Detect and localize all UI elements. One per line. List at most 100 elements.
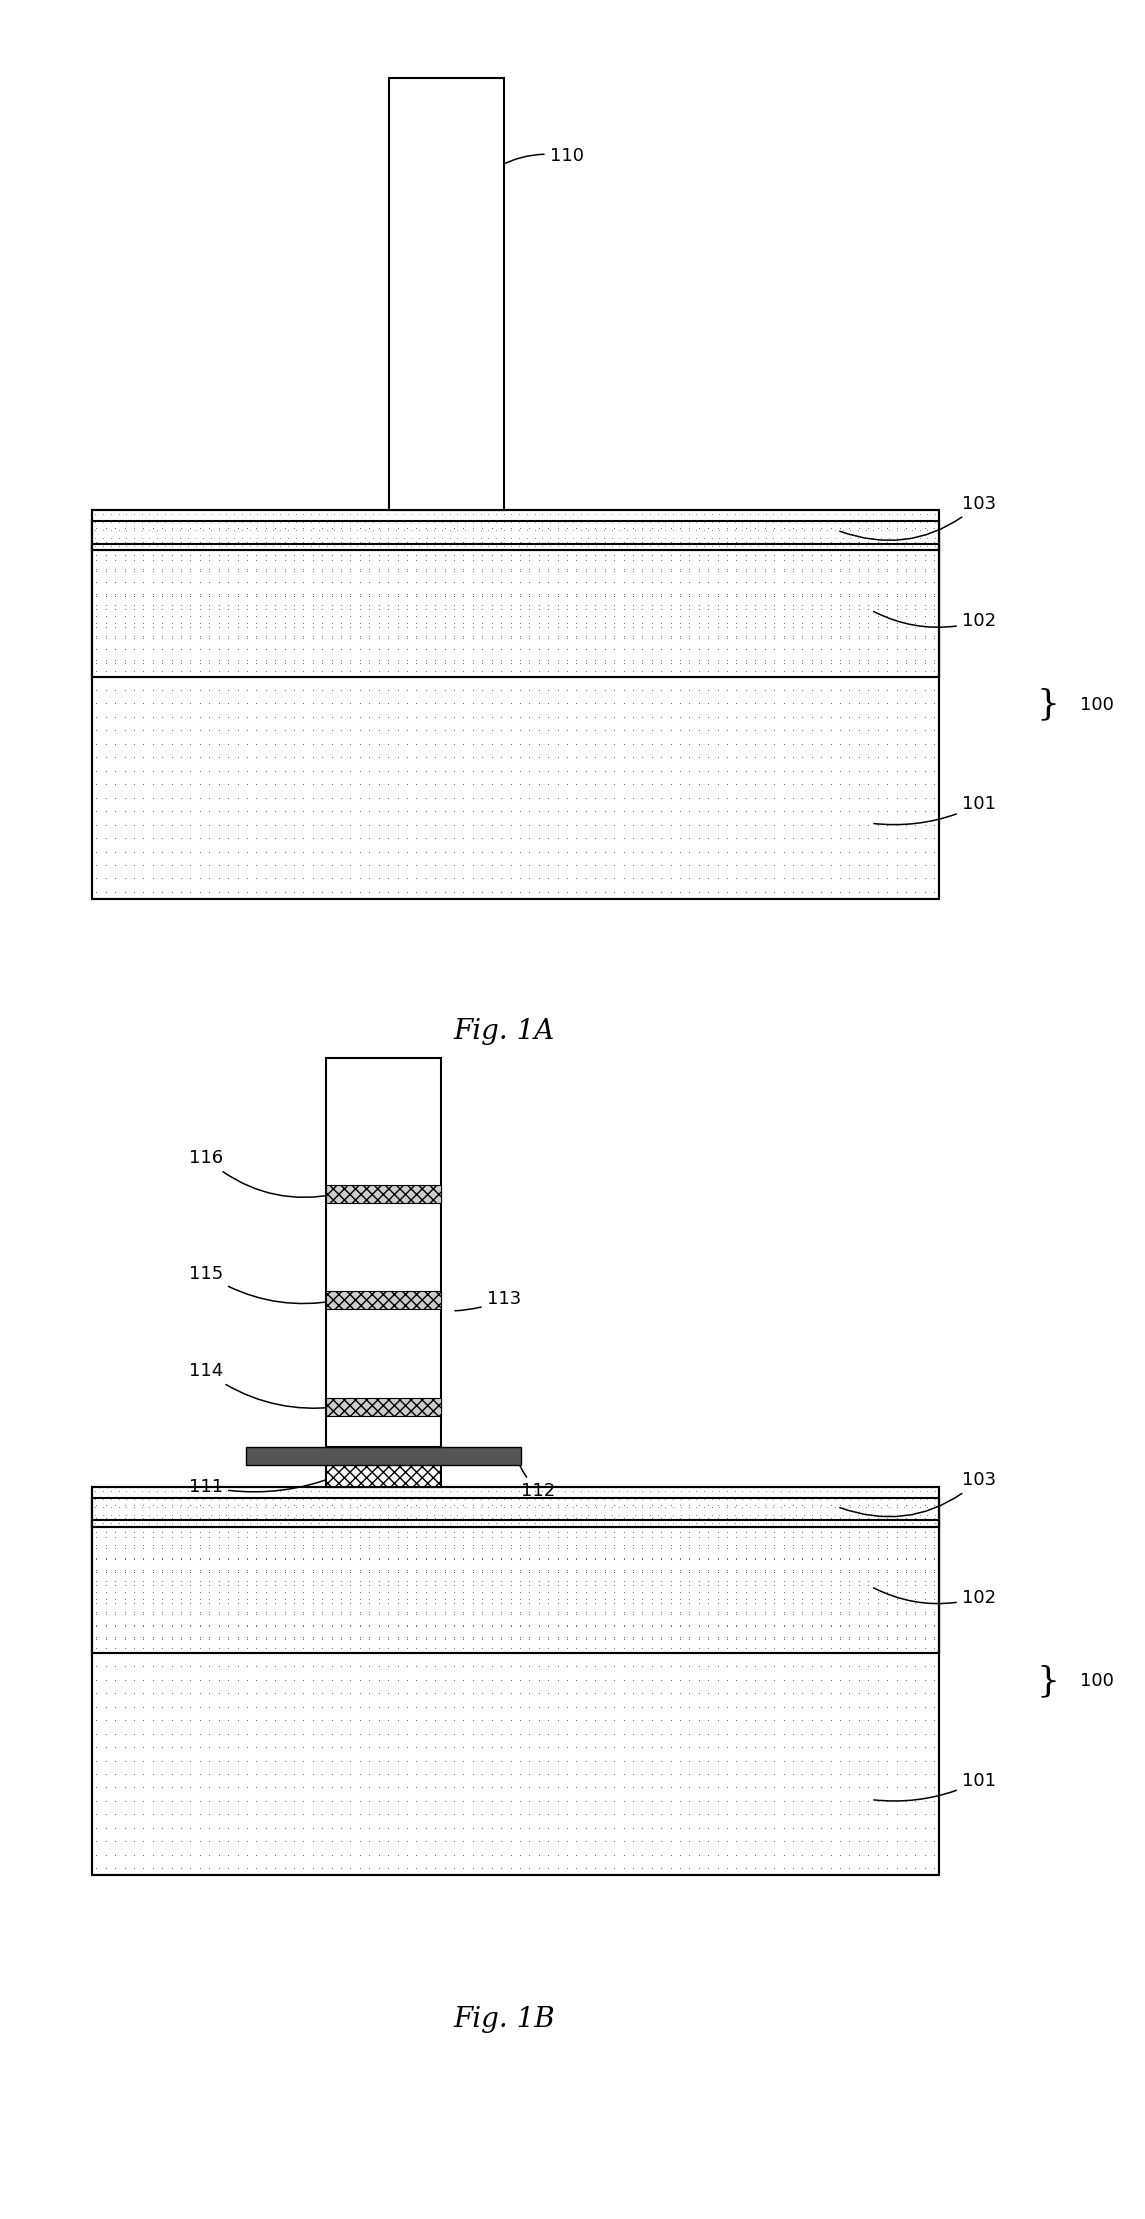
Point — [276, 1729, 294, 1764]
Point — [530, 1622, 548, 1658]
Point — [718, 1811, 736, 1846]
Point — [219, 874, 237, 910]
Point — [341, 510, 360, 546]
Point — [256, 1584, 275, 1620]
Point — [784, 874, 803, 910]
Point — [652, 659, 670, 695]
Point — [397, 1562, 416, 1598]
Point — [219, 1689, 237, 1724]
Point — [511, 1771, 529, 1806]
Point — [595, 699, 614, 734]
Point — [548, 1473, 567, 1509]
Point — [397, 1629, 416, 1664]
Point — [379, 1702, 397, 1737]
Point — [96, 555, 114, 590]
Point — [652, 1729, 670, 1764]
Point — [558, 1584, 576, 1620]
Point — [96, 510, 114, 546]
Point — [285, 1584, 303, 1620]
Point — [449, 513, 467, 548]
Point — [826, 504, 844, 539]
Point — [756, 848, 774, 883]
Point — [228, 1662, 246, 1698]
Point — [210, 779, 228, 814]
Point — [350, 1553, 369, 1589]
Point — [313, 1797, 331, 1833]
Point — [615, 1824, 633, 1860]
Point — [700, 1629, 718, 1664]
Point — [765, 619, 783, 657]
Point — [417, 1771, 435, 1806]
Point — [633, 1811, 652, 1846]
Point — [238, 533, 256, 568]
Point — [106, 672, 125, 708]
Point — [671, 566, 689, 601]
Point — [718, 1675, 736, 1711]
Point — [388, 1771, 406, 1806]
Point — [266, 1629, 284, 1664]
Bar — [92, 521, 939, 899]
Point — [878, 726, 897, 761]
Point — [408, 533, 426, 568]
Point — [736, 1662, 755, 1698]
Point — [671, 1540, 689, 1575]
Point — [859, 1584, 877, 1620]
Point — [756, 1649, 774, 1684]
Point — [718, 632, 736, 668]
Point — [859, 1811, 877, 1846]
Point — [548, 1675, 567, 1711]
Point — [87, 1595, 105, 1631]
Point — [163, 1567, 181, 1602]
Point — [511, 588, 529, 624]
Point — [191, 739, 210, 774]
Point — [210, 672, 228, 708]
Point — [116, 646, 134, 681]
Point — [473, 655, 491, 690]
Point — [191, 874, 210, 910]
Point — [202, 1498, 220, 1533]
Point — [134, 537, 152, 573]
Point — [774, 1609, 792, 1644]
Point — [859, 1755, 877, 1791]
Point — [200, 564, 219, 599]
Point — [350, 699, 369, 734]
Point — [134, 1662, 152, 1698]
Point — [276, 1811, 294, 1846]
Point — [332, 1607, 350, 1642]
Point — [718, 752, 736, 788]
Point — [671, 1527, 689, 1562]
Point — [417, 1595, 435, 1631]
Point — [878, 537, 897, 573]
Point — [765, 566, 783, 601]
Point — [302, 497, 321, 533]
Point — [821, 590, 839, 626]
Point — [718, 1784, 736, 1820]
Point — [793, 544, 812, 579]
Point — [633, 577, 652, 612]
Point — [756, 544, 774, 579]
Point — [361, 533, 379, 568]
Point — [426, 686, 444, 721]
Point — [540, 497, 559, 533]
Point — [361, 1607, 379, 1642]
Point — [148, 504, 166, 539]
Point — [803, 544, 821, 579]
Point — [925, 632, 943, 668]
Point — [143, 834, 161, 870]
Point — [163, 533, 181, 568]
Point — [718, 1498, 736, 1533]
Point — [615, 726, 633, 761]
Point — [172, 1702, 190, 1737]
Point — [356, 513, 374, 548]
Point — [445, 1797, 464, 1833]
Point — [502, 1584, 520, 1620]
Point — [831, 779, 850, 814]
Point — [332, 1784, 350, 1820]
Point — [652, 1582, 670, 1618]
Point — [473, 1702, 491, 1737]
Point — [749, 497, 767, 533]
Point — [840, 1518, 859, 1553]
Point — [350, 848, 369, 883]
Point — [143, 1582, 161, 1618]
Point — [518, 1473, 536, 1509]
